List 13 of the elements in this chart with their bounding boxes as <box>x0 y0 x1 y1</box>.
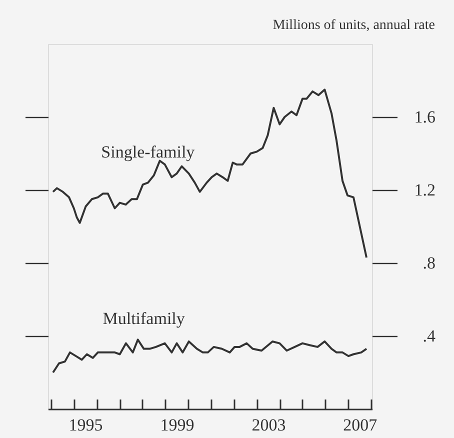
y-tick-label: .4 <box>422 326 436 346</box>
series-label: Multifamily <box>102 308 186 328</box>
line-series <box>52 88 368 259</box>
y-tick-label: .8 <box>422 254 436 272</box>
y-axis-title: Millions of units, annual rate <box>272 18 435 33</box>
line-series <box>52 338 368 374</box>
y-tick-label: 1.2 <box>414 180 436 200</box>
x-tick-label: 2007 <box>343 416 378 434</box>
series-label: Single-family <box>101 142 196 162</box>
x-tick-label: 2003 <box>252 416 286 434</box>
y-tick-label: 1.6 <box>414 108 436 126</box>
x-tick-label: 1995 <box>68 416 103 434</box>
x-tick-label: 1999 <box>160 416 194 434</box>
